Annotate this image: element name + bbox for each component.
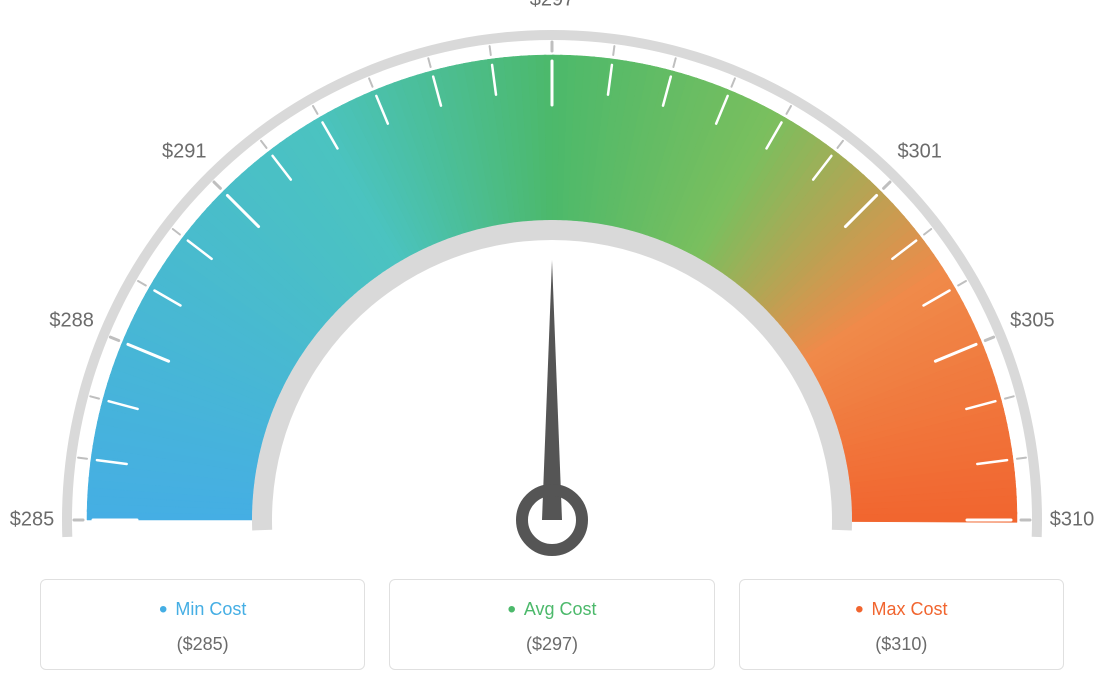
legend-value-avg: ($297) [398,634,705,655]
tick-label: $297 [530,0,575,12]
tick-label: $301 [897,141,942,164]
legend-row: Min Cost ($285) Avg Cost ($297) Max Cost… [40,579,1064,670]
legend-title-avg: Avg Cost [398,596,705,624]
gauge-chart: $285 $288 $291 $297 $301 $305 $310 [0,0,1104,570]
legend-value-min: ($285) [49,634,356,655]
tick-label: $288 [49,310,94,333]
tick-label: $310 [1050,509,1095,532]
legend-value-max: ($310) [748,634,1055,655]
gauge-svg [0,0,1104,570]
legend-card-max: Max Cost ($310) [739,579,1064,670]
tick-label: $305 [1010,310,1055,333]
legend-title-min: Min Cost [49,596,356,624]
legend-card-min: Min Cost ($285) [40,579,365,670]
legend-card-avg: Avg Cost ($297) [389,579,714,670]
tick-label: $291 [162,141,207,164]
tick-label: $285 [10,509,55,532]
legend-title-max: Max Cost [748,596,1055,624]
